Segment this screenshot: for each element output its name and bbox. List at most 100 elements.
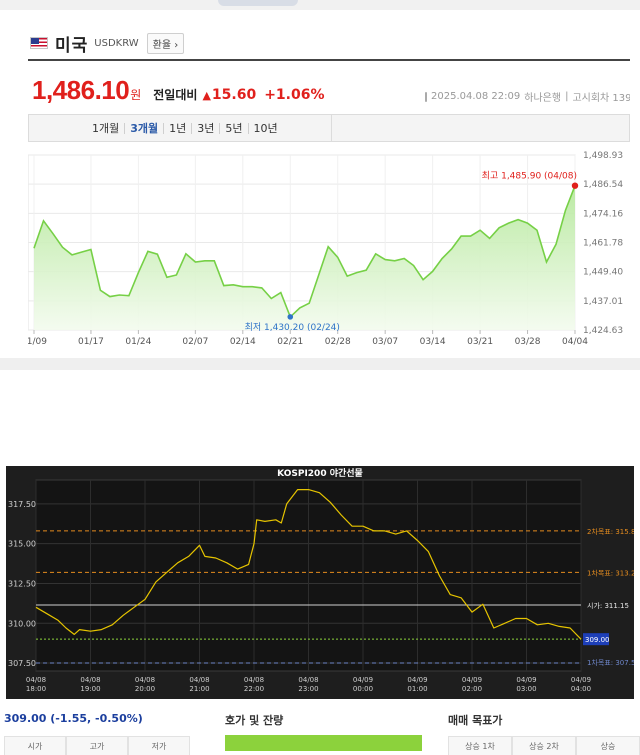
currency-header: 미국 USDKRW 환율 ›: [30, 31, 185, 56]
x-tick-time: 04:00: [571, 685, 591, 693]
x-tick-label: 02/07: [182, 337, 208, 347]
kospi200-chart: KOSPI200 야간선물 317.50 315.00 312.50 310.00 307…: [6, 466, 634, 699]
tab-period-3[interactable]: 3년: [192, 122, 221, 134]
series-line: [33, 185, 576, 319]
currency-code: USDKRW: [94, 37, 139, 49]
cells-left-2: 저가: [128, 736, 190, 755]
period-tabs: 1개월 3개월 1년 3년 5년 10년: [87, 121, 283, 135]
y-tick-label: 1,498.93: [583, 151, 623, 161]
x-tick-date: 04/08: [26, 676, 46, 684]
x-tick-label: 02/21: [277, 337, 303, 347]
cells-right-0: 상승 1차: [448, 736, 512, 755]
x-tick-label: 01/17: [78, 337, 104, 347]
y-tick-label: 317.50: [8, 500, 36, 509]
x-tick-label: 02/14: [230, 337, 256, 347]
chevron-right-icon: ›: [174, 39, 179, 51]
y-tick-label: 1,437.01: [583, 297, 623, 307]
kospi200-chart-svg: KOSPI200 야간선물 317.50 315.00 312.50 310.00 307…: [6, 466, 634, 699]
tab-period-1[interactable]: 3개월: [125, 122, 165, 134]
x-tick-date: 04/09: [571, 676, 591, 684]
x-tick-label: 03/21: [467, 337, 493, 347]
x-tick-time: 02:00: [462, 685, 482, 693]
cells-right-2: 상승: [576, 736, 640, 755]
x-tick-time: 20:00: [135, 685, 155, 693]
kospi-quote: 309.00 (-1.55, -0.50%): [4, 712, 143, 725]
country-name: 미국: [55, 35, 89, 56]
x-tick-date: 04/08: [80, 676, 100, 684]
period-tab-bar: 1개월 3개월 1년 3년 5년 10년: [28, 114, 630, 142]
min-point-marker: [287, 314, 294, 320]
price-unit: 원: [130, 88, 142, 102]
x-tick-date: 04/08: [244, 676, 264, 684]
x-tick-date: 04/08: [189, 676, 209, 684]
cells-left-0: 시가: [4, 736, 66, 755]
max-annotation: 최고 1,485.90 (04/08): [482, 171, 577, 182]
timestamp: 2025.04.08 22:09: [431, 91, 521, 102]
y-tick-label: 310.00: [8, 619, 36, 628]
x-tick-time: 22:00: [244, 685, 264, 693]
y-tick-label: 1,474.16: [583, 209, 623, 219]
x-tick-time: 18:00: [26, 685, 46, 693]
prev-day-label: 전일대비: [153, 88, 198, 102]
y-tick-label: 312.50: [8, 579, 36, 588]
max-point-marker: [571, 182, 579, 189]
x-tick-label: 03/07: [372, 337, 398, 347]
target-cells: 상승 1차 상승 2차 상승: [448, 736, 640, 755]
x-tick-date: 04/08: [135, 676, 155, 684]
x-tick-date: 04/09: [516, 676, 536, 684]
reference-label: 1차목표: 307.5: [587, 658, 634, 667]
bottom-row: 309.00 (-1.55, -0.50%) 호가 및 잔량 매매 목표가 시가…: [0, 700, 640, 755]
current-price: 1,486.10: [32, 75, 130, 105]
top-image-fragment: [218, 0, 298, 6]
x-tick-label: 02/28: [325, 337, 351, 347]
area-fill: [34, 185, 575, 330]
price-meta: 2025.04.08 22:09 하나은행 | 고시회차 1399: [425, 89, 630, 104]
y-tick-label: 1,449.40: [583, 268, 623, 278]
orderbook-title: 호가 및 잔량: [225, 714, 284, 727]
x-tick-time: 03:00: [516, 685, 536, 693]
x-tick-time: 21:00: [189, 685, 209, 693]
tab-period-2[interactable]: 1년: [164, 122, 193, 134]
refresh-icon[interactable]: [425, 91, 427, 102]
reference-label: 시가: 311.15: [587, 601, 629, 610]
exchange-rate-button[interactable]: 환율 ›: [146, 32, 185, 54]
x-tick-time: 23:00: [298, 685, 318, 693]
x-tick-time: 01:00: [407, 685, 427, 693]
cells-left-1: 고가: [66, 736, 128, 755]
y-tick-label: 1,461.78: [583, 239, 623, 249]
reference-label: 2차목표: 315.8: [587, 527, 634, 536]
section-divider: [0, 358, 640, 370]
kospi-series-line: [35, 489, 582, 640]
usdkrw-chart: 1,498.93 1,486.54 1,474.16 1,461.78 1,449.40…: [28, 143, 630, 358]
x-tick-time: 00:00: [353, 685, 373, 693]
price-change-percent: +1.06%: [264, 87, 325, 103]
current-value-box: [583, 633, 609, 646]
tab-period-4[interactable]: 5년: [220, 122, 249, 134]
tab-period-5[interactable]: 10년: [253, 121, 278, 135]
header-rule: [28, 59, 630, 61]
bank-source: 하나은행: [524, 93, 562, 104]
reference-label: 1차목표: 313.2: [587, 568, 634, 577]
min-annotation: 최저 1,430.20 (02/24): [245, 322, 340, 333]
y-tick-label: 307.50: [8, 659, 36, 668]
x-tick-time: 19:00: [80, 685, 100, 693]
x-tick-label: 04/04: [562, 337, 588, 347]
price-change: 15.60: [211, 87, 257, 103]
x-tick-date: 04/09: [353, 676, 373, 684]
x-tick-label: 03/28: [515, 337, 541, 347]
orderbook-bar: [225, 735, 422, 751]
tab-bar-divider: [331, 115, 332, 141]
x-tick-label: 03/14: [420, 337, 446, 347]
top-strip: [0, 0, 640, 10]
x-tick-date: 04/08: [298, 676, 318, 684]
x-tick-label: 01/24: [125, 337, 151, 347]
y-tick-label: 315.00: [8, 540, 36, 549]
current-value-label: 309.00: [585, 636, 610, 644]
usdkrw-chart-svg: 1,498.93 1,486.54 1,474.16 1,461.78 1,449.40…: [28, 151, 623, 347]
notice-count: 고시회차 1399: [572, 93, 630, 104]
chart-title: KOSPI200 야간선물: [277, 467, 363, 479]
tab-period-0[interactable]: 1개월: [87, 122, 126, 134]
ohlc-cells: 시가 고가 저가: [4, 736, 190, 755]
us-flag-icon: [30, 37, 48, 49]
